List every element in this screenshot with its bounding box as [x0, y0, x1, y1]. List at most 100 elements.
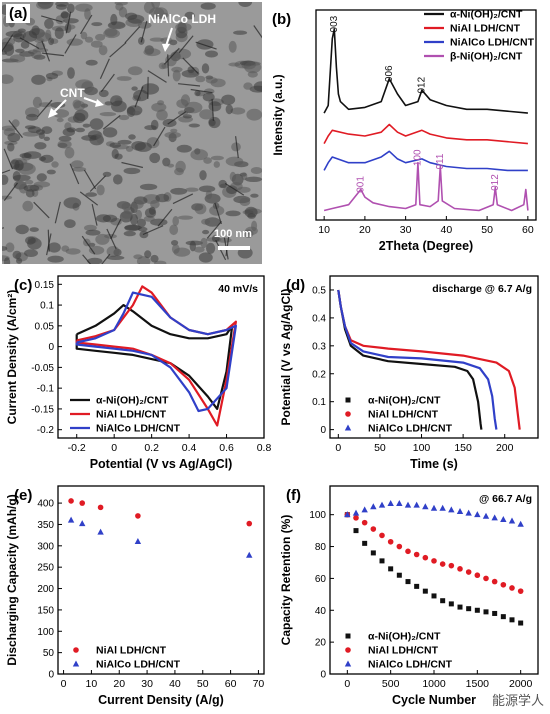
x-tick-label: 30	[400, 224, 412, 236]
data-point	[475, 608, 480, 613]
peak-label: 006	[384, 65, 395, 82]
x-tick-label: -0.2	[68, 442, 86, 454]
y-axis-label: Current Density (A/cm²)	[5, 290, 19, 425]
series-blue	[324, 151, 528, 170]
tem-nanotube	[42, 53, 64, 56]
tem-particle	[172, 216, 179, 226]
tem-particle	[233, 31, 247, 35]
data-point	[397, 544, 403, 550]
x-tick-label: 0	[335, 442, 341, 454]
legend-label: NiAl LDH/CNT	[450, 23, 521, 35]
tem-particle	[143, 48, 160, 56]
y-axis-label: Capacity Retention (%)	[279, 515, 293, 646]
series-line	[324, 151, 528, 170]
legend-label: NiAl LDH/CNT	[368, 645, 439, 657]
data-point	[380, 558, 385, 563]
data-point	[483, 576, 489, 582]
tem-image	[2, 2, 262, 264]
peak-label: 012	[417, 76, 428, 93]
data-point	[466, 606, 471, 611]
data-point	[432, 593, 437, 598]
tem-particle	[24, 249, 38, 257]
data-point	[439, 505, 445, 511]
tem-particle	[170, 188, 187, 195]
data-point	[440, 598, 445, 603]
peak-label: 012	[490, 174, 501, 191]
y-tick-label: 80	[315, 542, 327, 553]
tem-particle	[243, 82, 252, 89]
series-red	[68, 498, 252, 526]
tem-particle	[203, 93, 215, 102]
x-axis-label: 2Theta (Degree)	[379, 239, 473, 253]
data-point	[449, 563, 455, 569]
tem-particle	[178, 216, 193, 220]
tem-particle	[140, 184, 157, 190]
tem-particle	[67, 127, 76, 132]
tem-particle	[226, 157, 244, 167]
tem-nanotube	[100, 59, 109, 79]
data-point	[246, 552, 252, 558]
y-tick-label: 400	[37, 499, 54, 510]
tem-particle	[31, 50, 42, 59]
tem-particle	[91, 41, 103, 48]
data-point	[431, 505, 437, 511]
data-point	[388, 539, 394, 545]
tem-particle	[85, 192, 97, 197]
legend-label: α-Ni(OH)₂/CNT	[368, 631, 441, 643]
tem-particle	[100, 112, 117, 116]
tem-particle	[86, 60, 98, 66]
tem-particle	[238, 2, 252, 7]
tem-particle	[164, 132, 181, 138]
y-tick-label: 0.05	[35, 321, 55, 332]
tem-particle	[64, 219, 76, 228]
tem-particle	[115, 3, 123, 11]
tem-particle	[209, 119, 216, 126]
tem-particle	[240, 198, 251, 206]
y-tick-label: 100	[37, 627, 54, 638]
tem-particle	[117, 76, 132, 81]
tem-particle	[97, 185, 105, 196]
data-point	[97, 529, 103, 535]
tem-particle	[122, 202, 132, 211]
data-point	[448, 506, 454, 512]
data-point	[387, 500, 393, 506]
tem-particle	[128, 134, 136, 139]
legend-marker	[346, 634, 351, 639]
tem-particle	[14, 160, 23, 171]
tem-particle	[44, 137, 50, 141]
y-tick-label: 0.4	[312, 313, 326, 324]
y-tick-label: 60	[315, 574, 327, 585]
data-point	[79, 500, 85, 506]
tem-particle	[34, 142, 46, 149]
x-tick-label: 50	[197, 678, 209, 690]
tem-particle	[202, 63, 209, 73]
data-point	[492, 579, 498, 585]
tem-particle	[30, 227, 39, 232]
data-point	[353, 510, 359, 516]
x-axis-label: Current Density (A/g)	[98, 693, 224, 707]
tem-particle	[127, 15, 144, 24]
data-point	[518, 621, 523, 626]
y-tick-label: 350	[37, 520, 54, 531]
tem-particle	[7, 133, 20, 142]
tem-particle	[189, 124, 200, 128]
data-point	[474, 511, 480, 517]
tem-particle	[194, 247, 205, 253]
data-point	[509, 585, 515, 591]
tem-particle	[169, 225, 178, 236]
tem-particle	[195, 203, 207, 214]
x-tick-label: 200	[496, 442, 514, 454]
y-tick-label: 200	[37, 584, 54, 595]
x-tick-label: 60	[522, 224, 534, 236]
legend-marker	[345, 661, 351, 667]
x-tick-label: 20	[113, 678, 125, 690]
tem-particle	[56, 4, 67, 10]
tem-particle	[201, 3, 216, 10]
x-tick-label: 2000	[509, 678, 533, 690]
data-point	[406, 579, 411, 584]
peak-label: 100	[412, 149, 423, 166]
tem-nanotube	[55, 202, 60, 223]
